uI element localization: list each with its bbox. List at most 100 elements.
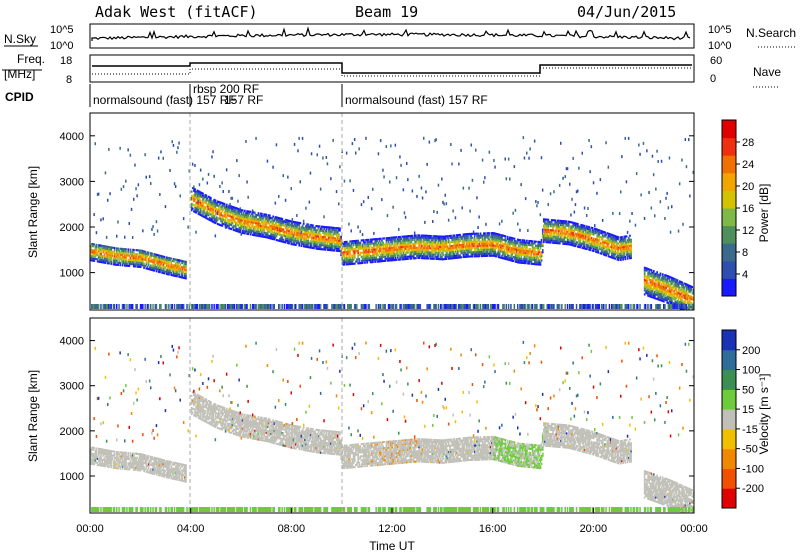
power-cell <box>154 263 157 266</box>
power-cell <box>535 246 537 249</box>
power-cell <box>584 233 587 236</box>
power-cell <box>213 215 216 218</box>
power-cell <box>520 261 523 264</box>
power-cell <box>322 229 324 232</box>
power-cell <box>522 261 525 264</box>
power-cell <box>579 235 581 238</box>
power-cell <box>535 244 537 247</box>
power-cell <box>615 241 618 244</box>
power-cell <box>281 240 284 243</box>
power-cell <box>543 220 545 223</box>
power-cell <box>621 238 623 241</box>
power-cell <box>90 255 92 258</box>
power-cell <box>483 238 485 241</box>
power-cell <box>340 241 343 244</box>
power-cell <box>179 304 181 309</box>
power-cell <box>204 304 206 309</box>
power-cell <box>552 241 554 244</box>
power-cell <box>409 251 412 254</box>
power-cell <box>468 255 471 258</box>
power-cell <box>316 247 319 250</box>
power-cell <box>135 249 138 252</box>
power-cell <box>472 240 475 243</box>
power-cell <box>492 246 494 249</box>
power-cell <box>330 232 332 235</box>
power-cell <box>345 257 348 260</box>
power-cell <box>480 236 483 239</box>
power-cell <box>536 255 538 258</box>
power-cell <box>254 304 256 309</box>
power-cell <box>608 249 611 252</box>
power-cell <box>135 187 137 191</box>
power-cell <box>148 260 151 263</box>
power-cell <box>159 264 161 267</box>
power-cell <box>212 202 215 205</box>
power-cell <box>184 272 186 275</box>
power-cell <box>608 255 611 258</box>
power-cell <box>533 259 536 262</box>
power-cell <box>333 249 336 252</box>
power-cell <box>321 229 323 232</box>
power-cell <box>563 230 566 233</box>
power-cell <box>562 224 565 227</box>
power-cell <box>550 219 553 222</box>
power-cell <box>360 247 363 250</box>
power-cell <box>315 225 318 228</box>
power-cell <box>238 208 241 211</box>
power-cell <box>436 247 439 250</box>
power-cell <box>305 304 307 309</box>
power-cell <box>344 245 347 248</box>
power-cell <box>421 248 424 251</box>
power-cell <box>356 250 358 253</box>
power-cell <box>591 245 594 248</box>
power-cell <box>211 211 213 214</box>
power-cell <box>495 255 498 258</box>
power-cell <box>133 197 135 201</box>
power-cell <box>476 232 478 235</box>
power-cell <box>569 182 571 186</box>
power-cell <box>577 241 579 244</box>
power-cell <box>531 244 534 247</box>
power-cell <box>512 249 515 252</box>
power-cell <box>356 241 358 244</box>
power-cell <box>202 304 204 309</box>
power-cell <box>552 237 554 240</box>
power-cell <box>476 196 478 200</box>
power-cell <box>296 225 298 228</box>
power-cell <box>193 195 195 198</box>
power-cell <box>210 209 212 212</box>
power-cell <box>162 261 165 264</box>
power-cell <box>198 201 201 204</box>
power-cell <box>407 235 409 238</box>
power-cell <box>330 238 332 241</box>
power-cell <box>280 238 283 241</box>
power-cell <box>280 229 283 232</box>
power-cell <box>348 259 350 262</box>
power-cell <box>201 202 203 205</box>
power-cell <box>527 304 529 309</box>
power-cell <box>424 244 426 247</box>
power-cell <box>327 228 330 231</box>
power-cell <box>366 255 369 258</box>
power-cell <box>536 204 538 208</box>
power-cell <box>216 202 219 205</box>
power-cell <box>476 240 478 243</box>
power-cell <box>191 197 194 200</box>
power-cell <box>496 239 499 242</box>
power-cell <box>254 211 256 215</box>
power-cell <box>125 262 127 265</box>
power-cell <box>251 225 254 228</box>
power-cell <box>194 304 196 309</box>
power-cell <box>287 223 289 226</box>
power-cell <box>578 225 580 228</box>
power-cell <box>507 246 510 249</box>
power-cell <box>293 221 296 224</box>
power-cell <box>268 226 271 229</box>
power-cell <box>336 227 339 230</box>
power-cell <box>578 166 580 170</box>
power-cell <box>539 263 542 266</box>
power-cell <box>597 231 600 234</box>
power-cell <box>125 258 127 261</box>
power-cell <box>206 304 209 309</box>
power-cell <box>352 258 355 261</box>
